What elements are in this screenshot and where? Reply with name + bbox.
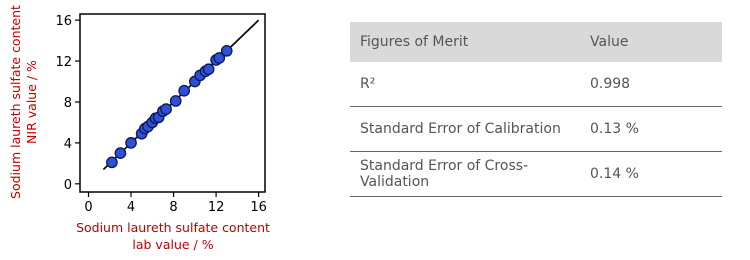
chart: Sodium laureth sulfate content NIR value…: [8, 5, 270, 252]
merit-table: Figures of Merit Value R² 0.998 Standard E…: [350, 22, 722, 197]
table-row: Standard Error of Cross-Validation 0.14 %: [350, 151, 722, 197]
data-point: [202, 63, 215, 76]
x-tick-label: 16: [250, 200, 267, 215]
data-point: [106, 156, 118, 169]
x-tick-label: 4: [127, 200, 135, 215]
data-point: [125, 137, 137, 149]
data-point: [220, 44, 233, 57]
y-label-line: NIR value / %: [24, 60, 39, 144]
x-tick-label: 0: [84, 200, 92, 215]
x-tick-label: 8: [169, 200, 177, 215]
value-cell: 0.998: [580, 62, 722, 107]
table-row: Standard Error of Calibration 0.13 %: [350, 106, 722, 152]
y-tick-label: 0: [64, 178, 72, 193]
y-tick-label: 8: [64, 96, 72, 111]
y-tick-label: 16: [55, 14, 72, 29]
x-label-line: lab value / %: [132, 237, 213, 252]
data-point: [160, 103, 172, 115]
y-tick-label: 4: [64, 137, 72, 152]
table-row: R² 0.998: [350, 62, 722, 107]
data-point: [213, 52, 226, 64]
y-label-line: Sodium laureth sulfate content: [8, 5, 23, 199]
y-tick-label: 12: [55, 55, 72, 70]
x-label-line: Sodium laureth sulfate content: [76, 220, 270, 235]
name-cell: Standard Error of Calibration: [350, 106, 580, 152]
header-row: Figures of Merit Value: [350, 22, 722, 62]
y-axis-label: Sodium laureth sulfate content NIR value…: [8, 5, 39, 199]
plot-frame: [79, 13, 266, 193]
x-tick-label: 12: [208, 200, 225, 215]
value-cell: 0.13 %: [580, 106, 722, 152]
header-cell: Figures of Merit: [350, 22, 580, 62]
header-cell: Value: [580, 22, 722, 62]
data-point: [178, 84, 191, 97]
name-cell: R²: [350, 62, 580, 107]
value-cell: 0.14 %: [580, 151, 722, 197]
data-point: [169, 95, 182, 107]
name-cell: Standard Error of Cross-Validation: [350, 151, 580, 197]
data-point: [114, 147, 127, 159]
